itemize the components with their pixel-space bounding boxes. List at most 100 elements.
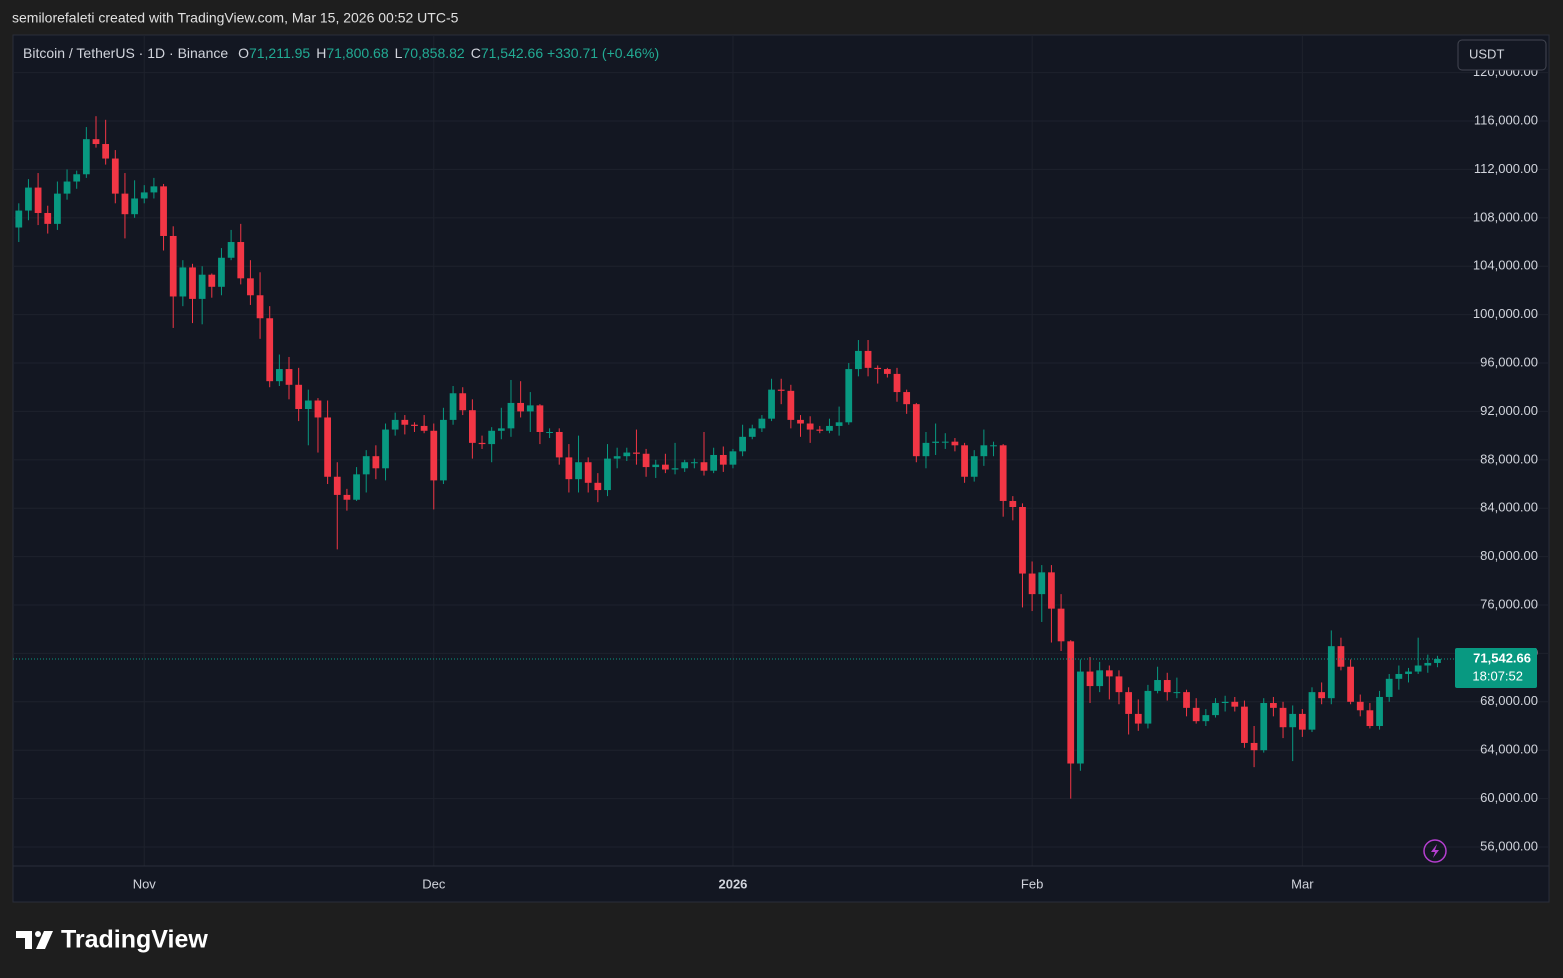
candle-body — [604, 458, 611, 491]
candle-body — [662, 464, 669, 470]
countdown: 18:07:52 — [1472, 668, 1523, 683]
candle-body — [507, 402, 515, 429]
ohlc-value: 70,858.82 — [402, 45, 465, 61]
candle-body — [855, 350, 862, 370]
candle-body — [1395, 673, 1403, 679]
y-tick-label: 100,000.00 — [1473, 306, 1538, 321]
candle-body — [449, 393, 457, 420]
ohlc-key: L — [394, 45, 403, 61]
last-price-box — [1455, 647, 1537, 688]
candle-body — [150, 186, 158, 193]
candle-body — [1154, 680, 1161, 691]
candle-body — [777, 389, 785, 391]
ohlc-key: H — [316, 45, 327, 61]
candle-body — [256, 295, 264, 319]
candle-body — [295, 384, 303, 409]
candle-body — [1192, 707, 1200, 722]
y-tick-label: 104,000.00 — [1473, 258, 1538, 273]
symbol-header: Bitcoin / TetherUS · 1D · Binance O71,21… — [23, 45, 659, 61]
alert-bolt — [1431, 844, 1439, 858]
ohlc-key: C — [470, 45, 481, 61]
candle-body — [1376, 696, 1383, 727]
chart-panel — [12, 34, 1550, 903]
candle-body — [826, 425, 833, 431]
attribution: semilorefaleti created with TradingView.… — [12, 10, 459, 26]
x-tick-label: Mar — [1291, 876, 1314, 891]
candle-body — [401, 419, 409, 425]
candle-body — [1115, 676, 1123, 693]
candle-body — [1231, 701, 1239, 707]
candle-body — [1125, 692, 1133, 714]
candle-body — [970, 456, 978, 477]
ohlc-value: 71,211.95 — [248, 45, 311, 61]
candle-body — [420, 425, 428, 431]
x-tick-label: 2026 — [718, 876, 747, 891]
candle-body — [768, 389, 775, 419]
candle-body — [845, 369, 853, 423]
candle-body — [25, 187, 32, 211]
change: +330.71 (+0.46%) — [547, 45, 660, 61]
candle-body — [835, 422, 843, 426]
candle-body — [1356, 701, 1364, 711]
candle-body — [1173, 692, 1181, 694]
ohlc-value: 71,542.66 — [480, 45, 544, 61]
candle-body — [1086, 671, 1094, 687]
candle-body — [324, 417, 331, 477]
y-tick-label: 88,000.00 — [1480, 451, 1538, 466]
candle-body — [140, 192, 148, 199]
candle-body — [169, 235, 177, 297]
candle-body — [468, 410, 476, 443]
candle-body — [912, 404, 920, 457]
candle-body — [1019, 507, 1026, 574]
candle-body — [1105, 670, 1113, 677]
candle-body — [1414, 665, 1422, 672]
candle-body — [1327, 646, 1335, 699]
y-tick-label: 96,000.00 — [1480, 354, 1538, 369]
candle-body — [1067, 641, 1075, 764]
candle-body — [1385, 678, 1393, 697]
candle-body — [440, 419, 447, 481]
candle-body — [1028, 573, 1036, 595]
candle-body — [430, 430, 438, 481]
candle-body — [710, 454, 718, 471]
candle-body — [92, 139, 100, 145]
candle-body — [314, 400, 322, 418]
y-tick-label: 92,000.00 — [1480, 403, 1538, 418]
candle-body — [671, 468, 679, 470]
candle-body — [922, 442, 930, 457]
candle-body — [1241, 706, 1248, 743]
candle-body — [536, 405, 544, 432]
candle-body — [1366, 710, 1374, 727]
candle-body — [739, 436, 746, 452]
candle-body — [179, 267, 187, 297]
y-tick-label: 60,000.00 — [1480, 790, 1538, 805]
candle-body — [787, 390, 795, 420]
symbol: Bitcoin / TetherUS · 1D · Binance — [23, 45, 229, 61]
candle-body — [189, 267, 196, 299]
candle-body — [575, 462, 582, 480]
candle-body — [990, 445, 997, 447]
candle-body — [816, 429, 824, 431]
candle-body — [343, 494, 351, 500]
candle-body — [227, 242, 235, 258]
candle-body — [1212, 703, 1219, 716]
candle-body — [131, 198, 138, 215]
currency[interactable]: USDT — [1469, 46, 1504, 61]
alert-icon[interactable] — [1423, 839, 1447, 863]
candle-body — [613, 456, 621, 459]
y-tick-label: 68,000.00 — [1480, 693, 1538, 708]
candle-body — [1405, 671, 1412, 674]
candle-body — [517, 402, 525, 412]
candle-body — [411, 424, 418, 426]
y-tick-label: 116,000.00 — [1474, 112, 1538, 127]
currency-button[interactable] — [1457, 39, 1547, 71]
y-tick-label: 112,000.00 — [1474, 161, 1538, 176]
y-tick-label: 80,000.00 — [1480, 548, 1538, 563]
candle-body — [1270, 703, 1277, 708]
y-tick-label: 108,000.00 — [1473, 209, 1538, 224]
candle-body — [951, 441, 959, 446]
candle-body — [1183, 692, 1190, 708]
candle-body — [111, 158, 119, 194]
brand-logo — [16, 931, 53, 949]
